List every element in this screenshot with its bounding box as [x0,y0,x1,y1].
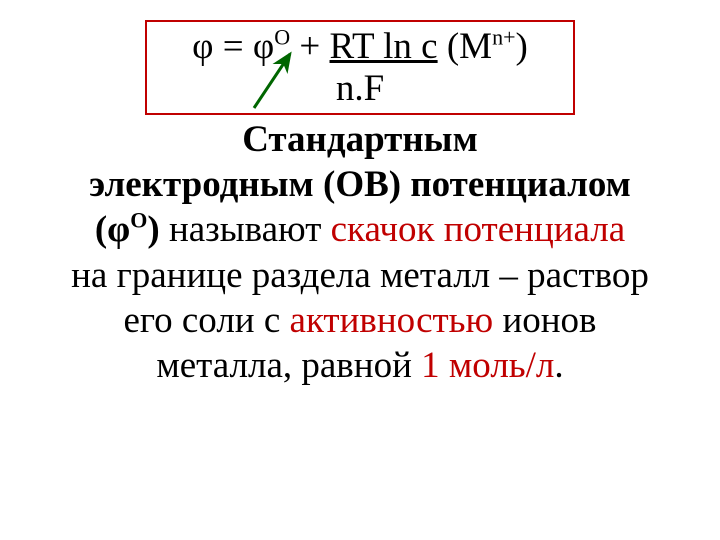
line2: электродным (ОВ) потенциалом [89,164,631,205]
m-open: (M [438,26,492,67]
rt-ln-c: RT ln c [330,26,438,67]
formula-numerator: φ = φO + RT ln c (Mn+) [157,26,563,69]
formula-box: φ = φO + RT ln c (Mn+) n.F [145,20,575,115]
phi-standard: φ [253,26,274,67]
formula-denominator: n.F [157,69,563,110]
line3-phi-open: (φ [95,209,130,250]
line3-call: называют [160,209,331,250]
line5-red: активностью [290,300,494,341]
close-paren: ) [516,26,528,67]
line3-sup: O [130,208,147,233]
line3-close: ) [147,209,159,250]
line1: Стандартным [242,119,478,160]
sup-o: O [274,25,290,50]
slide: φ = φO + RT ln c (Mn+) n.F Стандартным э… [0,0,720,540]
definition-text: Стандартным электродным (ОВ) потенциалом… [10,117,710,388]
line3-red: скачок потенциала [331,209,626,250]
plus: + [290,26,329,67]
line5a: его соли с [123,300,289,341]
phi-symbol: φ [192,26,213,67]
sup-nplus: n+ [492,25,515,50]
line4: на границе раздела металл – раствор [71,255,649,296]
line5c: ионов [493,300,596,341]
line6c: . [554,345,563,386]
equals: = [214,26,253,67]
line6-red: 1 моль/л [421,345,554,386]
line6a: металла, равной [156,345,421,386]
